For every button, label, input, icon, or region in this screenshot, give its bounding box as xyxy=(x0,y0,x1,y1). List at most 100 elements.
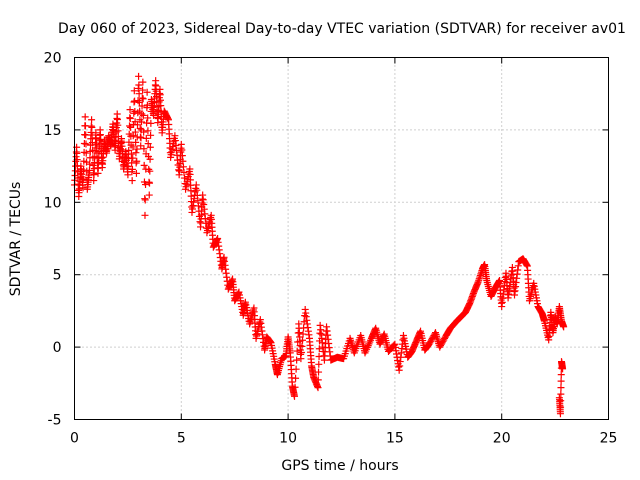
y-tick-label: -5 xyxy=(48,413,62,429)
data-point-marker xyxy=(141,196,149,204)
data-point-marker xyxy=(559,322,567,330)
data-point-marker xyxy=(266,338,274,346)
data-point-marker xyxy=(126,122,134,130)
data-point-marker xyxy=(540,316,548,324)
data-point-marker xyxy=(314,376,322,384)
data-point-marker xyxy=(126,114,134,122)
data-point-marker xyxy=(140,145,148,153)
data-point-marker xyxy=(523,261,531,269)
data-point-marker xyxy=(293,347,301,355)
data-point-marker xyxy=(125,146,133,154)
data-point-marker xyxy=(144,114,152,122)
data-point-marker xyxy=(86,160,94,168)
data-point-marker xyxy=(544,334,552,342)
data-point-marker xyxy=(144,127,152,135)
data-point-marker xyxy=(290,391,298,399)
data-point-marker xyxy=(138,118,146,126)
data-point-marker xyxy=(241,300,249,308)
data-point-marker xyxy=(298,342,306,350)
x-axis-label: GPS time / hours xyxy=(281,458,398,474)
data-point-marker xyxy=(557,390,565,398)
data-point-marker xyxy=(142,134,150,142)
data-point-marker xyxy=(146,143,154,151)
ticks-layer: 0 5 10 15 20 25 -5 0 5 10 15 20 xyxy=(44,51,618,447)
data-point-marker xyxy=(271,358,279,366)
data-point-marker xyxy=(82,140,90,148)
data-point-marker xyxy=(146,167,154,175)
data-point-marker xyxy=(129,143,137,151)
data-point-marker xyxy=(135,98,143,106)
x-tick-label: 0 xyxy=(70,431,79,447)
data-point-marker xyxy=(297,349,305,357)
data-point-marker xyxy=(133,145,141,153)
data-point-marker xyxy=(79,175,87,183)
plot-frame xyxy=(74,57,609,420)
y-tick-label: 20 xyxy=(44,51,62,67)
x-tick-label: 15 xyxy=(386,431,404,447)
y-tick-label: 5 xyxy=(53,268,62,284)
data-point-marker xyxy=(510,288,518,296)
data-point-marker xyxy=(129,154,137,162)
data-point-marker xyxy=(146,155,154,163)
data-point-marker xyxy=(73,162,81,170)
data-point-marker xyxy=(136,124,144,132)
data-point-marker xyxy=(292,374,300,382)
y-tick-label: 15 xyxy=(44,123,62,139)
data-point-marker xyxy=(140,161,148,169)
data-point-marker xyxy=(144,140,152,148)
data-point-marker xyxy=(533,300,541,308)
data-point-marker xyxy=(164,115,172,123)
data-point-marker xyxy=(557,377,565,385)
data-point-marker xyxy=(90,171,98,179)
data-point-marker xyxy=(133,157,141,165)
data-point-marker xyxy=(135,81,143,89)
data-point-marker xyxy=(256,318,264,326)
data-point-marker xyxy=(88,123,96,131)
y-tick-label: 0 xyxy=(53,340,62,356)
data-point-marker xyxy=(128,177,136,185)
x-tick-label: 10 xyxy=(279,431,297,447)
data-point-marker xyxy=(315,368,323,376)
data-point-marker xyxy=(316,329,324,337)
data-point-marker xyxy=(131,128,139,136)
data-point-marker xyxy=(140,128,148,136)
data-point-marker xyxy=(129,132,137,140)
data-point-marker xyxy=(441,334,449,342)
data-point-marker xyxy=(557,384,565,392)
data-point-marker xyxy=(132,138,140,146)
data-point-marker xyxy=(299,330,307,338)
data-point-marker xyxy=(514,262,522,270)
data-point-marker xyxy=(132,149,140,157)
data-point-marker xyxy=(504,291,512,299)
data-point-marker xyxy=(127,150,135,158)
data-point-marker xyxy=(293,356,301,364)
data-point-marker xyxy=(128,165,136,173)
data-point-marker xyxy=(135,72,143,80)
x-tick-label: 25 xyxy=(600,431,618,447)
data-point-marker xyxy=(81,113,89,121)
data-point-marker xyxy=(416,328,424,336)
data-point-marker xyxy=(395,363,403,371)
data-point-marker xyxy=(399,336,407,344)
data-point-marker xyxy=(80,166,88,174)
data-point-marker xyxy=(90,177,98,185)
data-point-marker xyxy=(124,163,132,171)
data-point-marker xyxy=(145,191,153,199)
data-point-marker xyxy=(315,360,323,368)
data-point-marker xyxy=(380,331,388,339)
data-point-marker xyxy=(139,111,147,119)
data-point-marker xyxy=(557,403,565,411)
data-point-marker xyxy=(497,299,505,307)
data-point-marker xyxy=(299,336,307,344)
y-tick-label: 10 xyxy=(44,195,62,211)
data-point-marker xyxy=(558,364,566,372)
data-point-marker xyxy=(139,86,147,94)
chart-title: Day 060 of 2023, Sidereal Day-to-day VTE… xyxy=(58,21,626,37)
data-point-marker xyxy=(88,131,96,139)
data-point-marker xyxy=(305,331,313,339)
data-point-marker xyxy=(138,94,146,102)
x-tick-label: 20 xyxy=(493,431,511,447)
data-point-marker xyxy=(82,131,90,139)
